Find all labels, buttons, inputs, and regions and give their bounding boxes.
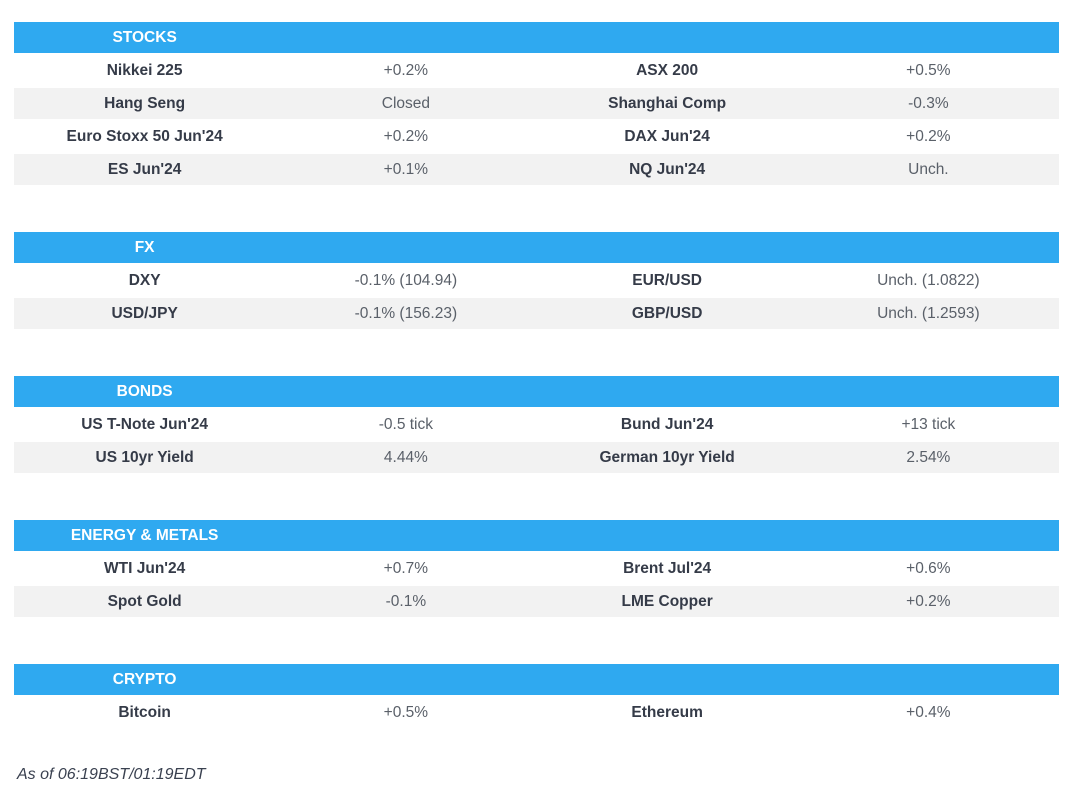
section-header-fx: FX <box>14 232 1059 263</box>
section-header-bonds: BONDS <box>14 376 1059 407</box>
instrument-label: Spot Gold <box>107 593 182 610</box>
market-summary-page: STOCKS Nikkei 225 +0.2% ASX 200 +0.5% Ha… <box>14 22 1059 783</box>
instrument-label: EUR/USD <box>632 272 702 289</box>
instrument-label: Hang Seng <box>104 95 186 112</box>
table-row: Euro Stoxx 50 Jun'24 +0.2% DAX Jun'24 +0… <box>14 121 1059 152</box>
section-crypto: CRYPTO Bitcoin +0.5% Ethereum +0.4% <box>14 664 1059 728</box>
table-row: Spot Gold -0.1% LME Copper +0.2% <box>14 586 1059 617</box>
instrument-value: +13 tick <box>901 416 956 433</box>
table-row: Nikkei 225 +0.2% ASX 200 +0.5% <box>14 55 1059 86</box>
instrument-value: -0.1% (104.94) <box>354 272 458 289</box>
table-row: WTI Jun'24 +0.7% Brent Jul'24 +0.6% <box>14 553 1059 584</box>
instrument-label: ASX 200 <box>636 62 699 79</box>
instrument-value: +0.2% <box>383 128 429 145</box>
instrument-value: +0.1% <box>383 161 429 178</box>
instrument-value: +0.6% <box>906 560 951 577</box>
instrument-value: Unch. <box>908 161 949 178</box>
section-stocks: STOCKS Nikkei 225 +0.2% ASX 200 +0.5% Ha… <box>14 22 1059 185</box>
section-title: FX <box>134 239 155 256</box>
instrument-label: German 10yr Yield <box>599 449 735 466</box>
section-bonds: BONDS US T-Note Jun'24 -0.5 tick Bund Ju… <box>14 376 1059 473</box>
as-of-timestamp: As of 06:19BST/01:19EDT <box>17 766 206 783</box>
instrument-label: ES Jun'24 <box>107 161 182 178</box>
section-fx: FX DXY -0.1% (104.94) EUR/USD Unch. (1.0… <box>14 232 1059 329</box>
instrument-value: +0.2% <box>906 128 951 145</box>
instrument-value: 4.44% <box>383 449 428 466</box>
section-title: STOCKS <box>112 29 177 46</box>
instrument-value: 2.54% <box>906 449 951 466</box>
table-row: DXY -0.1% (104.94) EUR/USD Unch. (1.0822… <box>14 265 1059 296</box>
instrument-value: -0.1% <box>385 593 427 610</box>
table-row: Hang Seng Closed Shanghai Comp -0.3% <box>14 88 1059 119</box>
instrument-value: +0.7% <box>383 560 429 577</box>
section-title: BONDS <box>116 383 173 400</box>
instrument-value: +0.2% <box>906 593 951 610</box>
table-row: US T-Note Jun'24 -0.5 tick Bund Jun'24 +… <box>14 409 1059 440</box>
instrument-value: Closed <box>381 95 430 112</box>
instrument-value: -0.3% <box>908 95 949 112</box>
instrument-value: Unch. (1.0822) <box>877 272 980 289</box>
table-row: Bitcoin +0.5% Ethereum +0.4% <box>14 697 1059 728</box>
instrument-label: US T-Note Jun'24 <box>81 416 209 433</box>
instrument-label: DXY <box>128 272 161 289</box>
instrument-label: WTI Jun'24 <box>104 560 186 577</box>
section-header-energy-metals: ENERGY & METALS <box>14 520 1059 551</box>
instrument-label: Brent Jul'24 <box>623 560 712 577</box>
instrument-value: +0.5% <box>383 704 429 721</box>
instrument-label: GBP/USD <box>631 305 703 322</box>
instrument-label: Nikkei 225 <box>106 62 183 79</box>
instrument-label: Shanghai Comp <box>608 95 727 112</box>
instrument-value: Unch. (1.2593) <box>877 305 980 322</box>
instrument-value: +0.4% <box>906 704 951 721</box>
instrument-label: USD/JPY <box>111 305 178 322</box>
instrument-value: -0.5 tick <box>378 416 433 433</box>
section-header-crypto: CRYPTO <box>14 664 1059 695</box>
instrument-label: Ethereum <box>631 704 703 721</box>
section-header-stocks: STOCKS <box>14 22 1059 53</box>
instrument-label: LME Copper <box>621 593 713 610</box>
table-row: US 10yr Yield 4.44% German 10yr Yield 2.… <box>14 442 1059 473</box>
table-row: USD/JPY -0.1% (156.23) GBP/USD Unch. (1.… <box>14 298 1059 329</box>
section-title: CRYPTO <box>112 671 177 688</box>
instrument-label: US 10yr Yield <box>95 449 194 466</box>
instrument-value: +0.2% <box>383 62 429 79</box>
instrument-label: NQ Jun'24 <box>629 161 706 178</box>
instrument-value: -0.1% (156.23) <box>354 305 458 322</box>
section-energy-metals: ENERGY & METALS WTI Jun'24 +0.7% Brent J… <box>14 520 1059 617</box>
instrument-label: Bund Jun'24 <box>620 416 714 433</box>
instrument-value: +0.5% <box>906 62 951 79</box>
instrument-label: Euro Stoxx 50 Jun'24 <box>66 128 223 145</box>
instrument-label: Bitcoin <box>118 704 171 721</box>
instrument-label: DAX Jun'24 <box>624 128 710 145</box>
table-row: ES Jun'24 +0.1% NQ Jun'24 Unch. <box>14 154 1059 185</box>
section-title: ENERGY & METALS <box>70 527 219 544</box>
